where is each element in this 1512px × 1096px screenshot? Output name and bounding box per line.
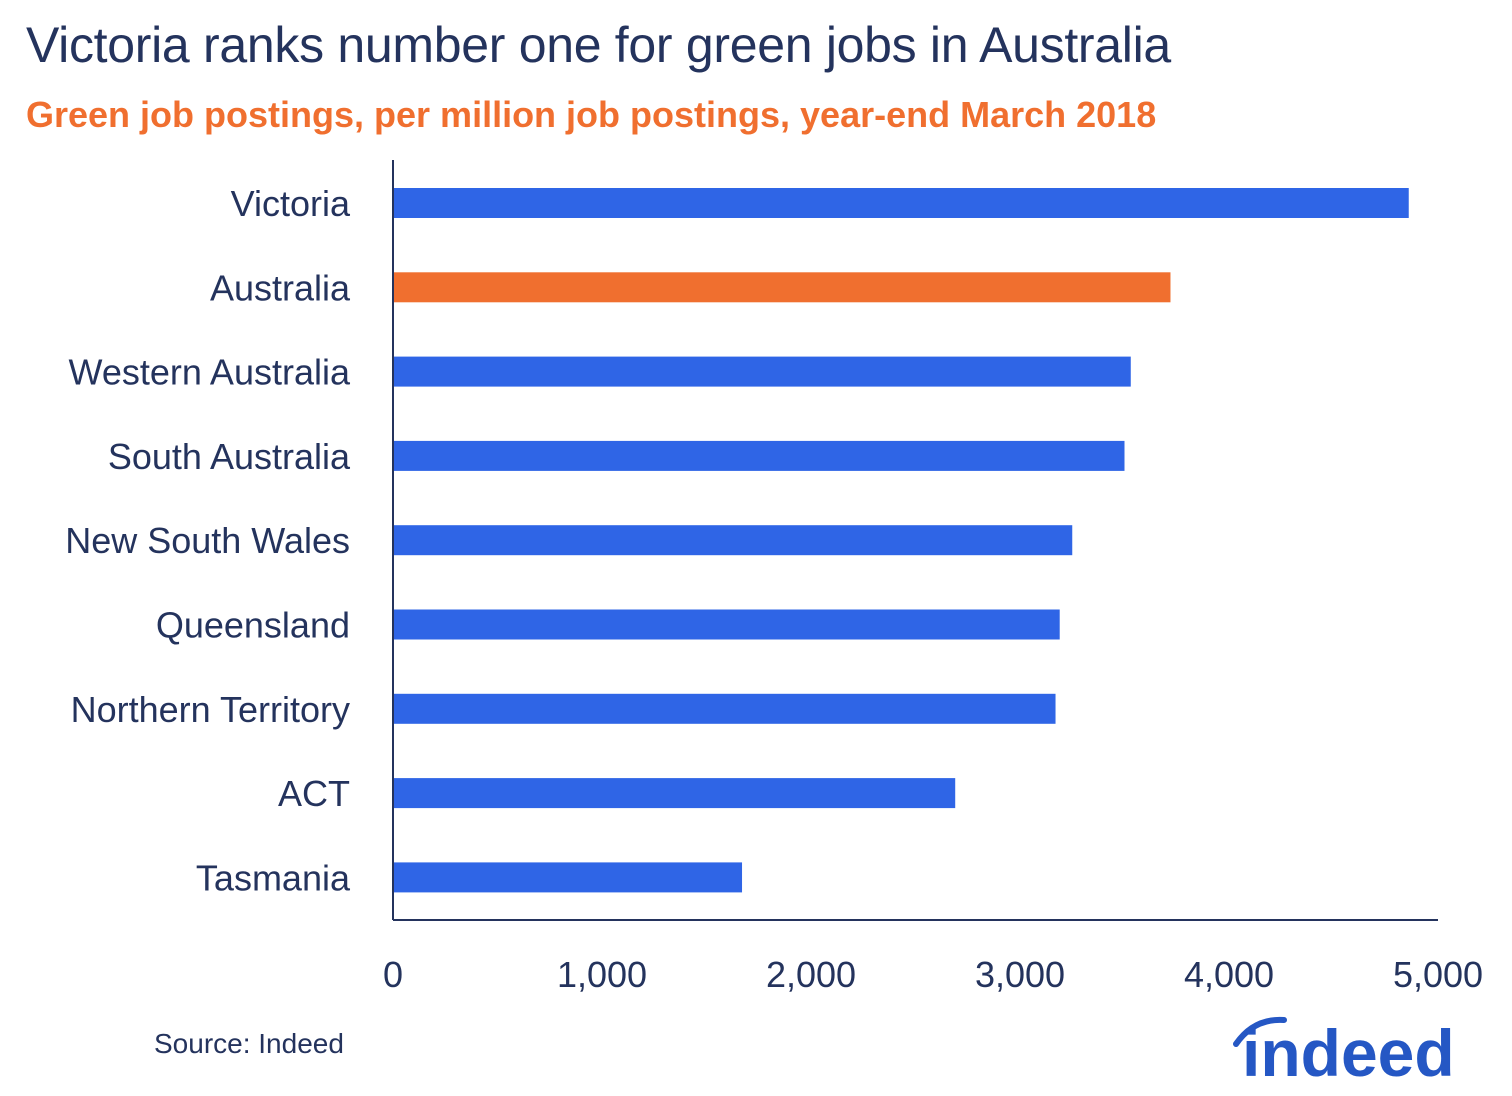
category-label-western-australia: Western Australia bbox=[69, 352, 351, 393]
category-label-new-south-wales: New South Wales bbox=[65, 520, 350, 561]
bar-western-australia bbox=[393, 356, 1131, 387]
bar-south-australia bbox=[393, 440, 1125, 471]
x-tick-label: 2,000 bbox=[766, 954, 856, 995]
category-labels-group: Victoria Australia Western Australia South … bbox=[65, 183, 351, 898]
logo-arc-icon bbox=[1233, 1016, 1287, 1047]
chart-title: Victoria ranks number one for green jobs… bbox=[26, 17, 1171, 73]
category-label-victoria: Victoria bbox=[231, 183, 351, 224]
bar-act bbox=[393, 778, 956, 809]
x-tick-label: 3,000 bbox=[975, 954, 1065, 995]
category-label-south-australia: South Australia bbox=[108, 436, 351, 477]
category-label-queensland: Queensland bbox=[156, 605, 350, 646]
bar-queensland bbox=[393, 609, 1060, 640]
x-tick-label: 5,000 bbox=[1393, 954, 1483, 995]
bar-tasmania bbox=[393, 862, 743, 893]
bar-northern-territory bbox=[393, 693, 1056, 724]
chart-subtitle: Green job postings, per million job post… bbox=[26, 94, 1157, 135]
x-tick-label: 0 bbox=[383, 954, 403, 995]
category-label-australia: Australia bbox=[210, 267, 351, 308]
bars-group bbox=[393, 188, 1409, 893]
logo-wordmark: indeed bbox=[1242, 1016, 1455, 1090]
bar-australia bbox=[393, 272, 1171, 303]
tick-labels-group: 0 1,000 2,000 3,000 4,000 5,000 bbox=[383, 954, 1483, 995]
x-tick-label: 4,000 bbox=[1184, 954, 1274, 995]
bar-new-south-wales bbox=[393, 525, 1073, 556]
source-note: Source: Indeed bbox=[154, 1028, 344, 1059]
x-tick-label: 1,000 bbox=[557, 954, 647, 995]
category-label-northern-territory: Northern Territory bbox=[71, 689, 350, 730]
category-label-act: ACT bbox=[278, 773, 350, 814]
indeed-logo: indeed bbox=[1233, 1016, 1455, 1090]
bar-victoria bbox=[393, 188, 1409, 218]
category-label-tasmania: Tasmania bbox=[196, 857, 351, 898]
